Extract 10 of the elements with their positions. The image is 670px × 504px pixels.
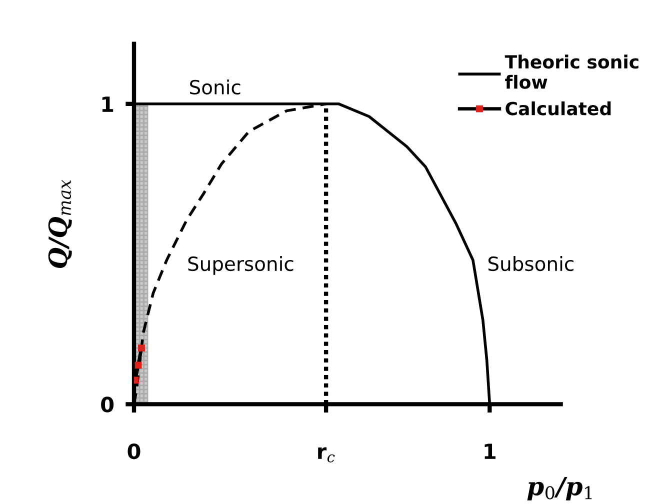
x-tick-label: r$_{c}$	[318, 447, 335, 462]
x-tick-label: 0	[128, 443, 140, 460]
y-axis-title: Q/Q$_{max}$	[48, 180, 72, 268]
legend-label: Theoric sonic flow	[504, 54, 638, 89]
annotation: Subsonic	[488, 256, 574, 272]
legend-label: Calculated	[506, 101, 611, 116]
x-tick-label: 1	[484, 444, 496, 459]
x-axis-title: p$_{0}$/p$_{1}$	[527, 476, 592, 500]
annotation: Sonic	[190, 79, 240, 95]
annotation: Supersonic	[188, 256, 294, 275]
